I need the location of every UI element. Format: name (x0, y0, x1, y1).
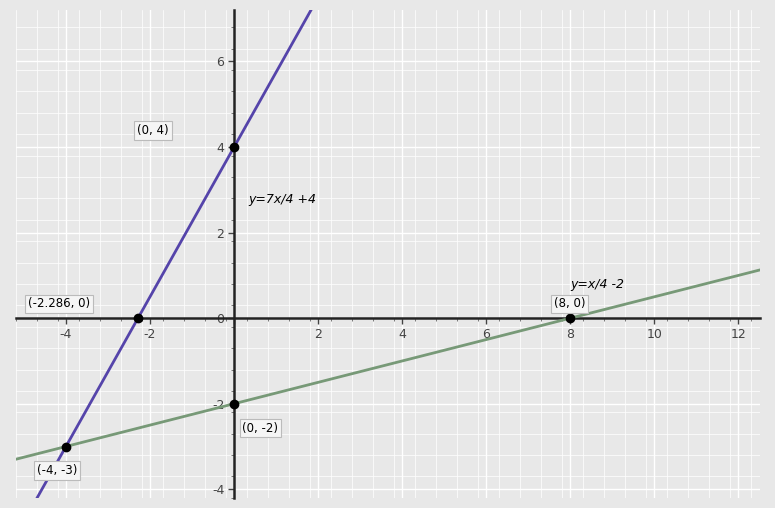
Text: (8, 0): (8, 0) (553, 298, 585, 310)
Text: (-4, -3): (-4, -3) (36, 464, 77, 478)
Text: (0, 4): (0, 4) (137, 124, 169, 137)
Text: y=x/4 -2: y=x/4 -2 (570, 278, 625, 291)
Text: y=7x/4 +4: y=7x/4 +4 (249, 193, 317, 206)
Text: (0, -2): (0, -2) (243, 422, 278, 434)
Text: (-2.286, 0): (-2.286, 0) (28, 298, 90, 310)
